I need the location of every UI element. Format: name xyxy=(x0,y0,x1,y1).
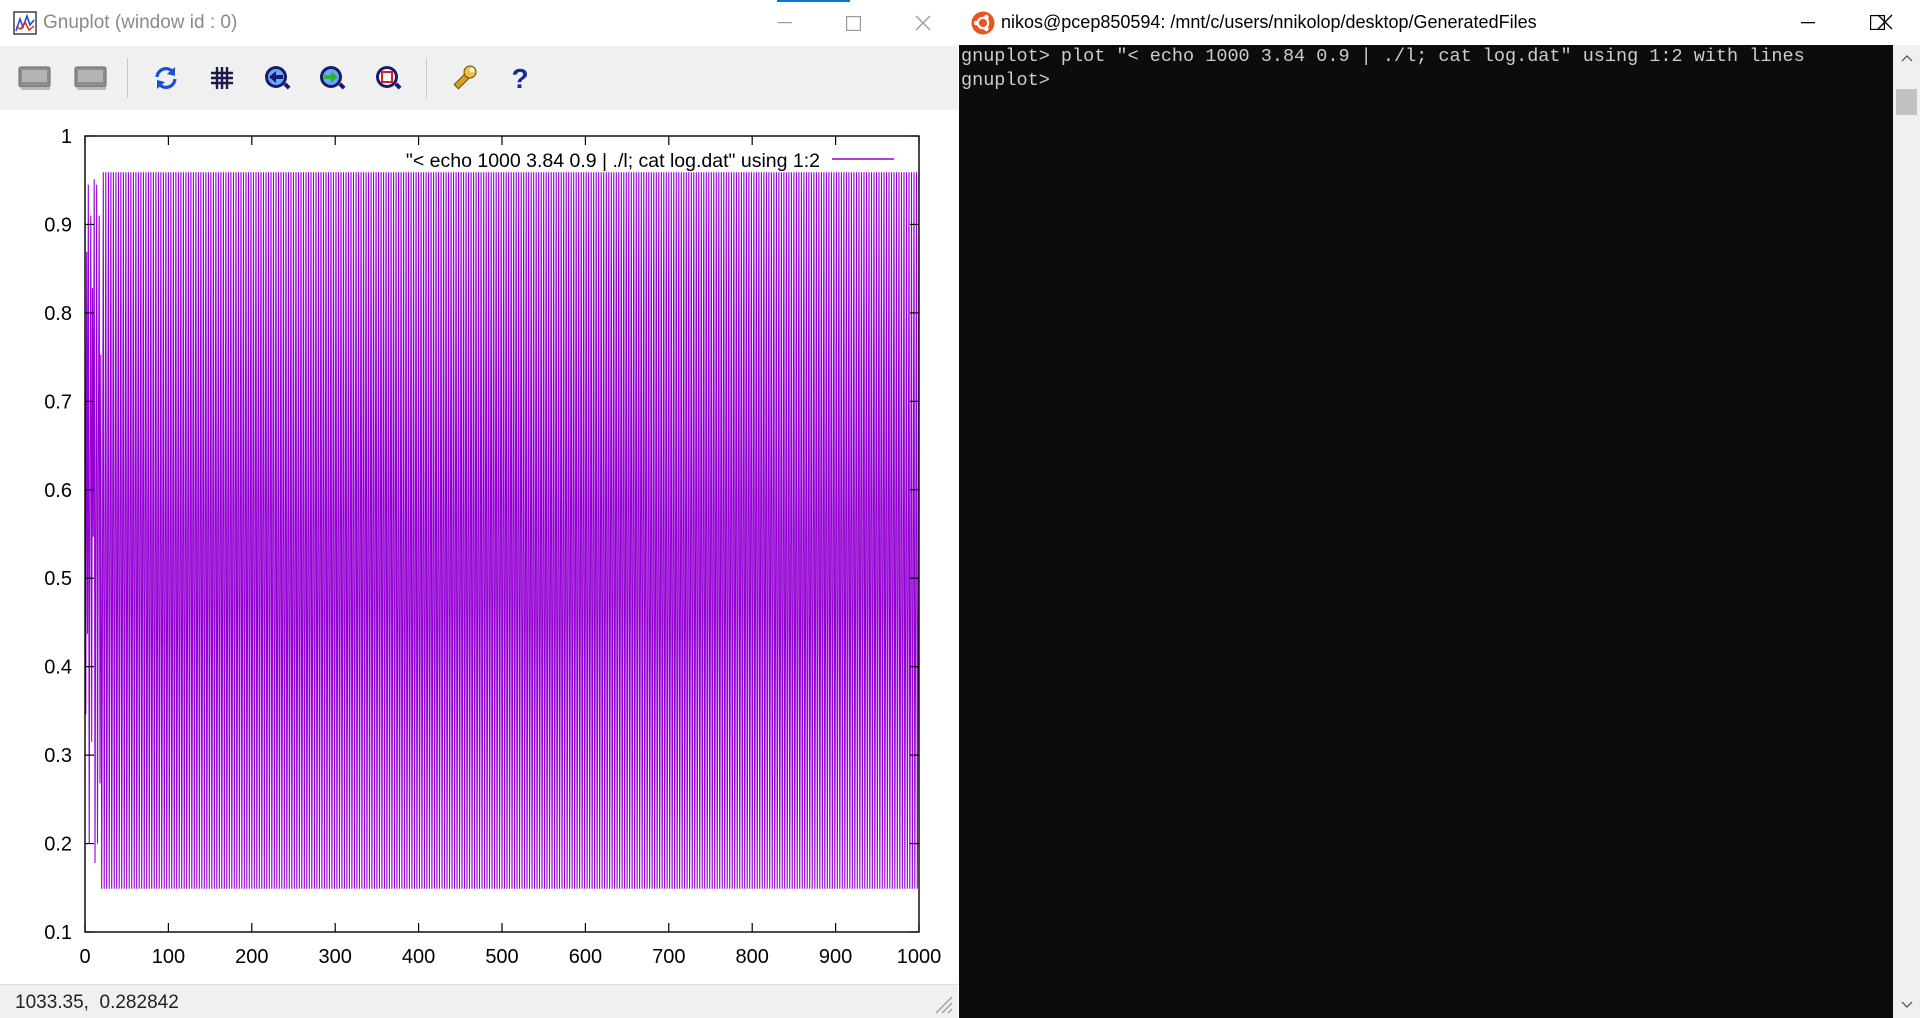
minimize-button[interactable] xyxy=(750,0,820,46)
close-button[interactable] xyxy=(888,0,958,46)
copy-to-clipboard-button[interactable] xyxy=(13,56,57,100)
window-title: nikos@pcep850594: /mnt/c/users/nnikolop/… xyxy=(1001,12,1537,32)
resize-grip-icon[interactable] xyxy=(930,991,954,1015)
options-button[interactable] xyxy=(442,56,486,100)
line-chart: 0.1 0.2 0.3 0.4 0.5 0.6 0.7 0.8 0.9 1 0 100 200 300 40… xyxy=(44,126,942,968)
x-tick-label: 700 xyxy=(652,946,685,968)
status-bar: 1033.35, 0.282842 xyxy=(0,984,958,1018)
y-tick-label: 0.3 xyxy=(44,745,72,767)
next-zoom-icon xyxy=(320,66,346,90)
minimize-icon xyxy=(1801,21,1815,23)
replot-button[interactable] xyxy=(144,56,188,100)
mouse-coordinates: 1033.35, 0.282842 xyxy=(15,992,179,1013)
y-tick-label: 0.8 xyxy=(44,303,72,325)
print-icon xyxy=(74,66,107,90)
x-tick-label: 900 xyxy=(819,946,852,968)
y-tick-label: 0.4 xyxy=(44,657,72,679)
x-tick-label: 0 xyxy=(79,946,90,968)
close-icon xyxy=(915,15,931,31)
minimize-icon xyxy=(778,22,792,24)
x-tick-label: 600 xyxy=(569,946,602,968)
window-title: Gnuplot (window id : 0) xyxy=(43,12,238,33)
titlebar-accent xyxy=(777,0,850,2)
help-icon: ? xyxy=(511,64,528,92)
y-tick-label: 0.1 xyxy=(44,922,72,944)
toolbar-separator xyxy=(426,58,427,98)
copy-to-clipboard-icon xyxy=(18,66,51,90)
toolbar-separator xyxy=(127,58,128,98)
ubuntu-icon xyxy=(971,11,995,35)
y-tick-label: 1 xyxy=(61,126,72,148)
gnuplot-window: Gnuplot (window id : 0) xyxy=(0,0,958,1018)
autoscale-button[interactable] xyxy=(366,56,410,100)
svg-text:?: ? xyxy=(511,64,528,92)
next-zoom-button[interactable] xyxy=(310,56,354,100)
x-tick-label: 300 xyxy=(319,946,352,968)
replot-icon xyxy=(155,67,177,89)
terminal-prompt: gnuplot> xyxy=(961,70,1061,91)
gnuplot-toolbar: ? xyxy=(0,46,958,111)
chevron-down-icon xyxy=(1901,1001,1912,1008)
y-tick-label: 0.7 xyxy=(44,391,72,413)
legend-label: "< echo 1000 3.84 0.9 | ./l; cat log.dat… xyxy=(406,150,820,172)
terminal-titlebar[interactable]: nikos@pcep850594: /mnt/c/users/nnikolop/… xyxy=(959,0,1920,45)
scroll-down-button[interactable] xyxy=(1893,992,1920,1018)
print-button[interactable] xyxy=(69,56,113,100)
autoscale-icon xyxy=(376,66,402,90)
scroll-up-button[interactable] xyxy=(1893,45,1920,71)
grid-icon xyxy=(211,67,233,89)
y-tick-label: 0.6 xyxy=(44,480,72,502)
x-tick-label: 100 xyxy=(152,946,185,968)
maximize-icon xyxy=(845,15,861,31)
y-tick-label: 0.9 xyxy=(44,214,72,236)
vertical-scrollbar[interactable] xyxy=(1893,45,1920,1018)
chevron-up-icon xyxy=(1901,55,1912,62)
y-tick-label: 0.2 xyxy=(44,834,72,856)
grid-button[interactable] xyxy=(200,56,244,100)
minimize-button[interactable] xyxy=(1773,0,1843,45)
options-wrench-icon xyxy=(453,65,477,90)
gnuplot-titlebar[interactable]: Gnuplot (window id : 0) xyxy=(0,0,958,46)
close-icon xyxy=(1877,14,1893,30)
x-tick-label: 500 xyxy=(485,946,518,968)
previous-zoom-button[interactable] xyxy=(255,56,299,100)
gnuplot-app-icon xyxy=(13,11,37,35)
maximize-button[interactable] xyxy=(818,0,888,46)
x-tick-label: 400 xyxy=(402,946,435,968)
help-button[interactable]: ? xyxy=(498,56,542,100)
y-tick-label: 0.5 xyxy=(44,568,72,590)
series-line xyxy=(84,172,920,889)
terminal-output[interactable]: gnuplot> plot "< echo 1000 3.84 0.9 | ./… xyxy=(960,45,1894,1018)
x-tick-label: 1000 xyxy=(897,946,942,968)
scroll-thumb[interactable] xyxy=(1896,89,1917,115)
plot-area[interactable]: 0.1 0.2 0.3 0.4 0.5 0.6 0.7 0.8 0.9 1 0 100 200 300 40… xyxy=(0,110,958,983)
terminal-window: nikos@pcep850594: /mnt/c/users/nnikolop/… xyxy=(959,0,1920,1018)
x-tick-label: 800 xyxy=(736,946,769,968)
terminal-line: gnuplot> plot "< echo 1000 3.84 0.9 | ./… xyxy=(961,46,1805,67)
x-tick-label: 200 xyxy=(235,946,268,968)
previous-zoom-icon xyxy=(265,66,291,90)
